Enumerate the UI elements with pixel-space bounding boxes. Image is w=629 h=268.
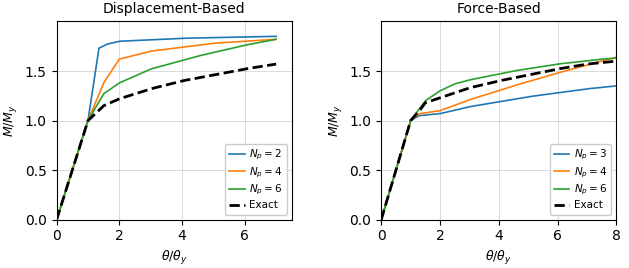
Y-axis label: $M/M_y$: $M/M_y$ [3, 104, 19, 137]
Legend: $N_p=2$, $N_p=4$, $N_p=6$, Exact: $N_p=2$, $N_p=4$, $N_p=6$, Exact [225, 144, 287, 215]
Title: Force-Based: Force-Based [457, 2, 541, 16]
X-axis label: $\theta/\theta_y$: $\theta/\theta_y$ [161, 249, 187, 267]
Y-axis label: $M/M_y$: $M/M_y$ [327, 104, 344, 137]
Title: Displacement-Based: Displacement-Based [103, 2, 245, 16]
X-axis label: $\theta/\theta_y$: $\theta/\theta_y$ [486, 249, 512, 267]
Legend: $N_p=3$, $N_p=4$, $N_p=6$, Exact: $N_p=3$, $N_p=4$, $N_p=6$, Exact [550, 144, 611, 215]
